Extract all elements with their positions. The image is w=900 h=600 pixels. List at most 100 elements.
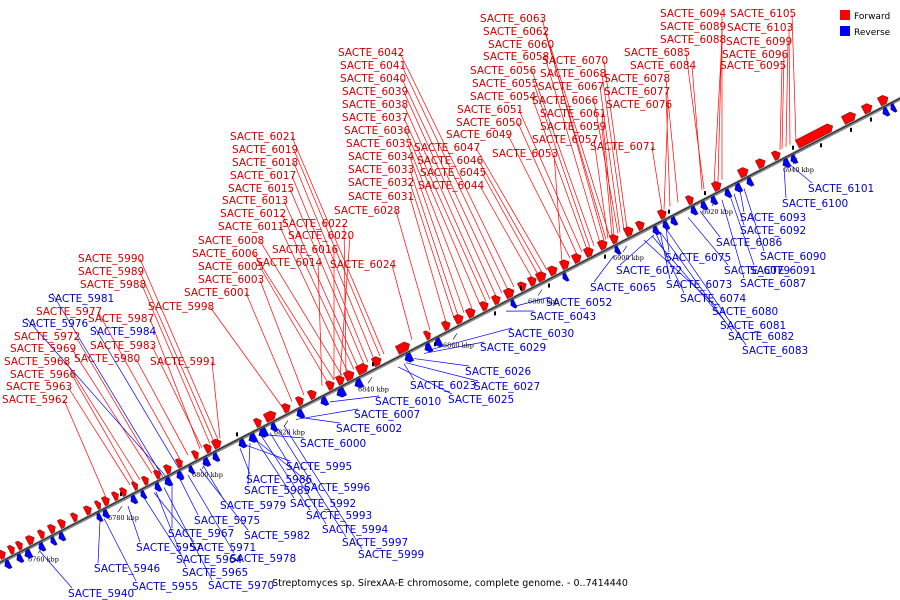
- forward-gene-label[interactable]: SACTE_6031: [348, 191, 414, 203]
- reverse-gene-label[interactable]: SACTE_5982: [244, 530, 310, 542]
- forward-gene-label[interactable]: SACTE_6063: [480, 13, 546, 25]
- reverse-gene-label[interactable]: SACTE_6027: [474, 381, 540, 393]
- forward-gene-label[interactable]: SACTE_6037: [342, 112, 408, 124]
- reverse-gene-label[interactable]: SACTE_5995: [286, 461, 352, 473]
- reverse-gene-label[interactable]: SACTE_5940: [68, 588, 134, 600]
- forward-gene-label[interactable]: SACTE_5962: [2, 394, 68, 406]
- reverse-gene-label[interactable]: SACTE_6010: [375, 396, 441, 408]
- forward-gene-label[interactable]: SACTE_5991: [150, 356, 216, 368]
- forward-gene-label[interactable]: SACTE_6071: [590, 141, 656, 153]
- forward-gene-label[interactable]: SACTE_5966: [10, 369, 77, 381]
- reverse-gene-label[interactable]: SACTE_6090: [760, 251, 826, 263]
- reverse-gene-label[interactable]: SACTE_5993: [306, 510, 372, 522]
- forward-gene-label[interactable]: SACTE_5969: [10, 343, 76, 355]
- forward-gene-label[interactable]: SACTE_6094: [660, 8, 727, 20]
- reverse-gene-label[interactable]: SACTE_6083: [742, 345, 808, 357]
- forward-gene-label[interactable]: SACTE_6070: [542, 55, 608, 67]
- reverse-gene-label[interactable]: SACTE_6093: [740, 212, 806, 224]
- forward-gene-label[interactable]: SACTE_6076: [606, 99, 673, 111]
- forward-gene-label[interactable]: SACTE_6044: [418, 180, 485, 192]
- reverse-gene-label[interactable]: SACTE_5996: [304, 482, 371, 494]
- forward-gene-label[interactable]: SACTE_5988: [80, 279, 146, 291]
- forward-gene-label[interactable]: SACTE_6042: [338, 47, 404, 59]
- forward-gene-label[interactable]: SACTE_6036: [344, 125, 411, 137]
- reverse-gene-label[interactable]: SACTE_5976: [22, 318, 89, 330]
- forward-gene-label[interactable]: SACTE_6085: [624, 47, 690, 59]
- reverse-gene-label[interactable]: SACTE_5981: [48, 293, 114, 305]
- reverse-gene-label[interactable]: SACTE_5965: [182, 567, 248, 579]
- forward-gene-label[interactable]: SACTE_6001: [184, 287, 250, 299]
- reverse-gene-label[interactable]: SACTE_6086: [716, 237, 783, 249]
- forward-gene-label[interactable]: SACTE_6095: [720, 60, 786, 72]
- reverse-gene-label[interactable]: SACTE_6100: [782, 198, 848, 210]
- reverse-gene-label[interactable]: SACTE_5964: [176, 554, 243, 566]
- forward-gene-label[interactable]: SACTE_5980: [74, 353, 140, 365]
- forward-gene-label[interactable]: SACTE_6105: [730, 8, 796, 20]
- reverse-gene-label[interactable]: SACTE_5999: [358, 549, 424, 561]
- reverse-gene-label[interactable]: SACTE_6087: [740, 278, 806, 290]
- forward-gene-label[interactable]: SACTE_6006: [192, 248, 259, 260]
- forward-gene-label[interactable]: SACTE_6022: [282, 218, 348, 230]
- forward-gene-label[interactable]: SACTE_6005: [198, 261, 264, 273]
- reverse-gene-label[interactable]: SACTE_6043: [530, 311, 596, 323]
- forward-gene-label[interactable]: SACTE_6028: [334, 205, 400, 217]
- reverse-gene-label[interactable]: SACTE_6092: [740, 225, 806, 237]
- forward-gene-label[interactable]: SACTE_6051: [457, 104, 523, 116]
- reverse-gene-label[interactable]: SACTE_5979: [220, 500, 286, 512]
- reverse-gene-label[interactable]: SACTE_6025: [448, 394, 514, 406]
- reverse-gene-label[interactable]: SACTE_5955: [132, 581, 198, 593]
- reverse-gene-label[interactable]: SACTE_6079: [724, 265, 790, 277]
- reverse-gene-label[interactable]: SACTE_6026: [465, 366, 532, 378]
- reverse-gene-label[interactable]: SACTE_5957: [136, 542, 202, 554]
- forward-gene-label[interactable]: SACTE_6033: [348, 164, 414, 176]
- forward-gene-label[interactable]: SACTE_6034: [348, 151, 415, 163]
- forward-gene-label[interactable]: SACTE_6021: [230, 131, 296, 143]
- forward-gene-label[interactable]: SACTE_6041: [340, 60, 406, 72]
- forward-gene-label[interactable]: SACTE_6054: [470, 91, 537, 103]
- reverse-gene-label[interactable]: SACTE_6065: [590, 282, 656, 294]
- forward-gene-label[interactable]: SACTE_6046: [417, 155, 484, 167]
- forward-gene-label[interactable]: SACTE_6039: [342, 86, 408, 98]
- reverse-gene-label[interactable]: SACTE_6075: [665, 252, 731, 264]
- reverse-gene-label[interactable]: SACTE_5967: [168, 528, 234, 540]
- forward-gene-label[interactable]: SACTE_6068: [540, 68, 606, 80]
- reverse-gene-label[interactable]: SACTE_5946: [94, 563, 161, 575]
- reverse-gene-label[interactable]: SACTE_5978: [230, 553, 296, 565]
- forward-gene-label[interactable]: SACTE_6096: [722, 49, 789, 61]
- reverse-gene-label[interactable]: SACTE_6000: [300, 438, 366, 450]
- forward-gene-label[interactable]: SACTE_6011: [218, 221, 284, 233]
- reverse-gene-label[interactable]: SACTE_6074: [680, 293, 747, 305]
- forward-gene-label[interactable]: SACTE_6047: [414, 142, 480, 154]
- reverse-gene-label[interactable]: SACTE_6091: [750, 265, 816, 277]
- reverse-gene-label[interactable]: SACTE_6101: [808, 183, 874, 195]
- reverse-gene-label[interactable]: SACTE_6030: [508, 328, 574, 340]
- forward-gene-label[interactable]: SACTE_6057: [532, 134, 598, 146]
- reverse-gene-label[interactable]: SACTE_5971: [190, 542, 256, 554]
- reverse-gene-label[interactable]: SACTE_6002: [336, 423, 402, 435]
- forward-gene-label[interactable]: SACTE_5963: [6, 381, 72, 393]
- forward-gene-label[interactable]: SACTE_5977: [36, 306, 102, 318]
- forward-gene-label[interactable]: SACTE_6050: [456, 117, 522, 129]
- forward-gene-label[interactable]: SACTE_6060: [488, 39, 554, 51]
- forward-gene-label[interactable]: SACTE_6012: [220, 208, 286, 220]
- reverse-gene-label[interactable]: SACTE_6073: [666, 279, 732, 291]
- forward-gene-label[interactable]: SACTE_6040: [340, 73, 406, 85]
- forward-gene-label[interactable]: SACTE_6016: [272, 244, 339, 256]
- forward-gene-label[interactable]: SACTE_6066: [532, 95, 599, 107]
- forward-gene-label[interactable]: SACTE_6103: [727, 22, 793, 34]
- forward-gene-label[interactable]: SACTE_5972: [14, 331, 80, 343]
- forward-gene-label[interactable]: SACTE_6015: [228, 183, 294, 195]
- forward-gene-label[interactable]: SACTE_6035: [346, 138, 412, 150]
- reverse-gene-label[interactable]: SACTE_5994: [322, 524, 389, 536]
- forward-gene-label[interactable]: SACTE_6067: [538, 81, 604, 93]
- forward-gene-label[interactable]: SACTE_6013: [222, 195, 288, 207]
- forward-gene-label[interactable]: SACTE_5987: [88, 313, 154, 325]
- forward-gene-label[interactable]: SACTE_6019: [232, 144, 298, 156]
- forward-gene-label[interactable]: SACTE_6045: [420, 167, 486, 179]
- forward-gene-label[interactable]: SACTE_6058: [483, 51, 549, 63]
- forward-gene-label[interactable]: SACTE_6056: [470, 65, 537, 77]
- forward-gene-label[interactable]: SACTE_6055: [472, 78, 538, 90]
- forward-gene-label[interactable]: SACTE_6061: [540, 108, 606, 120]
- forward-gene-label[interactable]: SACTE_5968: [4, 356, 70, 368]
- forward-gene-label[interactable]: SACTE_6038: [342, 99, 408, 111]
